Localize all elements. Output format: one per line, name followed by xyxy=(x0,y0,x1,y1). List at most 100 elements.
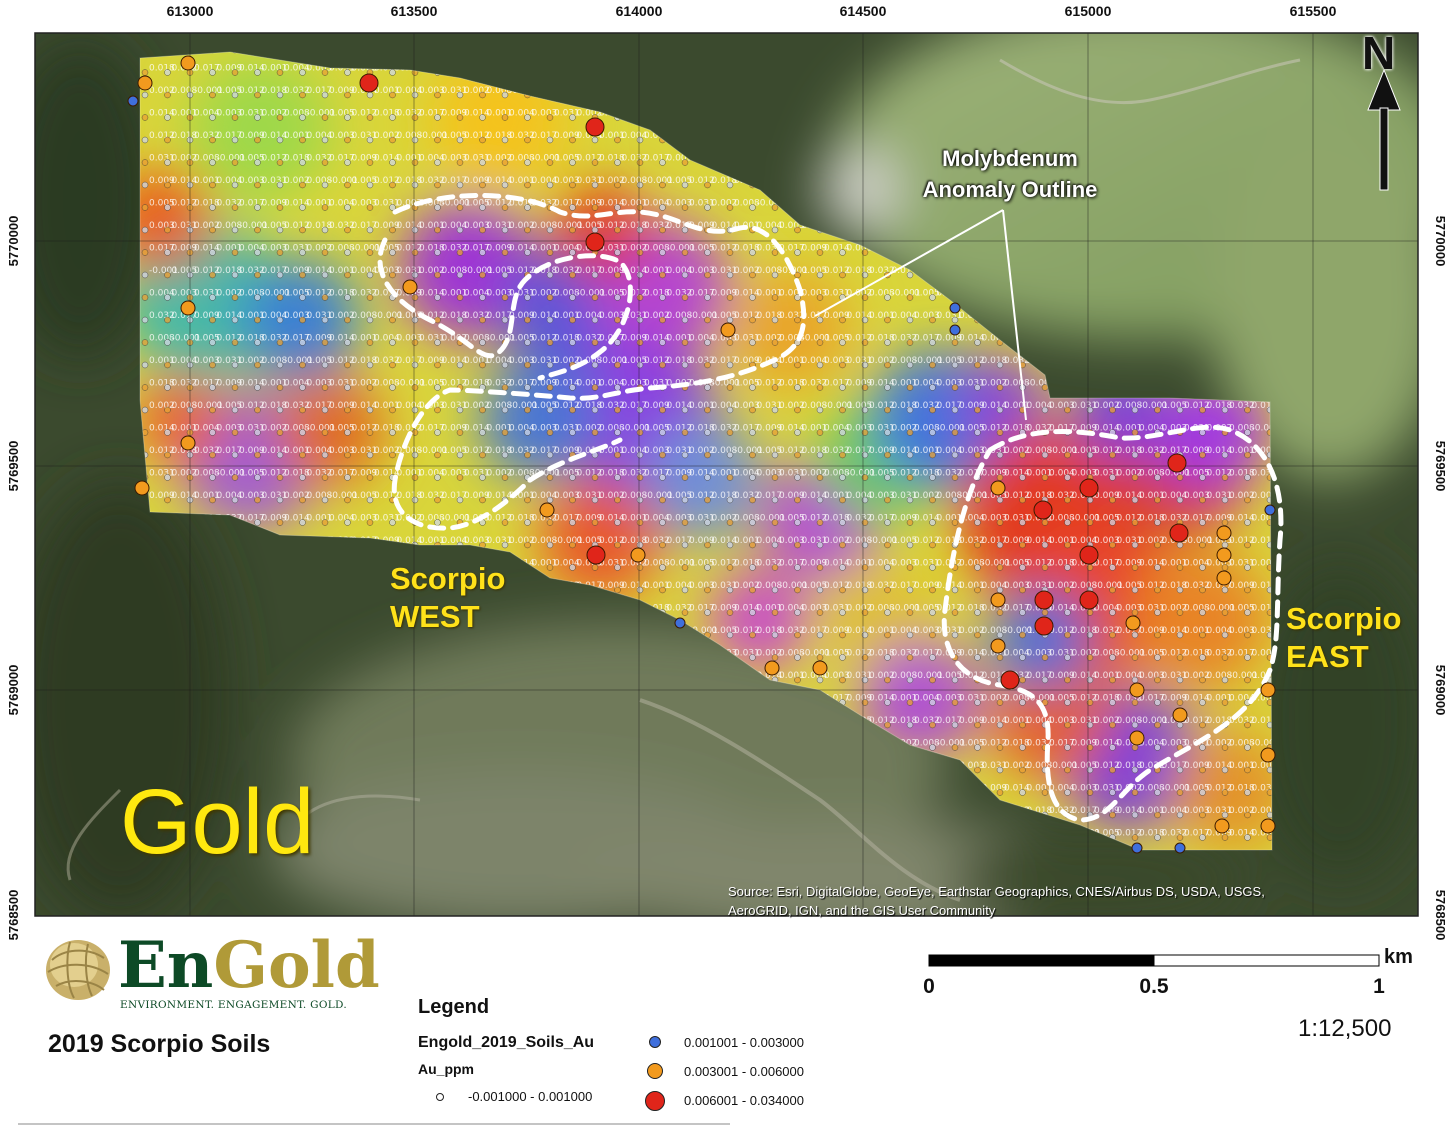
sample-value-label: 0.018 xyxy=(509,514,535,524)
sample-value-label: 0.031 xyxy=(734,649,760,659)
sample-point xyxy=(659,541,666,549)
sample-point xyxy=(1109,721,1116,729)
sample-point xyxy=(546,451,554,459)
sample-point xyxy=(209,339,216,346)
sample-point xyxy=(1086,744,1094,751)
sample-value-label: 0.004 xyxy=(217,176,243,186)
sample-point xyxy=(209,384,216,391)
sample-point xyxy=(231,249,239,256)
sample-value-label: 0.004 xyxy=(802,356,828,366)
sample-point xyxy=(456,451,464,459)
sample-value-label: 0.018 xyxy=(622,221,648,231)
sample-point xyxy=(254,114,261,121)
sample-value-label: 0.032 xyxy=(757,559,783,569)
sample-value-label: 0.001 xyxy=(172,109,198,119)
sample-point xyxy=(1109,519,1116,526)
sample-point xyxy=(344,339,351,346)
sample-point xyxy=(1199,406,1206,414)
sample-point xyxy=(1199,631,1206,639)
sample-value-label: 0.014 xyxy=(397,221,423,231)
anomaly-outline-east xyxy=(941,424,1284,823)
sample-value-label: 0.017 xyxy=(1184,829,1210,839)
sample-point xyxy=(546,384,554,391)
sample-value-label: 0.009 xyxy=(622,334,648,344)
sample-point xyxy=(1221,654,1229,661)
sample-point xyxy=(546,249,554,256)
sample-point xyxy=(839,654,846,661)
sample-point xyxy=(344,181,351,189)
sample-value-label: 0.017 xyxy=(1162,446,1188,456)
sample-point xyxy=(411,271,419,279)
sample-point xyxy=(366,384,374,391)
sample-point xyxy=(1244,451,1251,459)
sample-value-label: 0.005 xyxy=(667,176,693,186)
sample-point xyxy=(659,474,666,481)
sample-point xyxy=(681,564,689,571)
sample-point xyxy=(861,654,869,661)
sample-point xyxy=(1199,721,1206,729)
sample-point xyxy=(659,429,666,436)
sample-point xyxy=(321,361,329,369)
sample-point xyxy=(996,451,1004,459)
sample-point xyxy=(816,406,824,414)
sample-value-label: 0.017 xyxy=(734,424,760,434)
sample-point xyxy=(636,339,644,346)
sample-value-label: 0.017 xyxy=(284,334,310,344)
sample-point xyxy=(839,474,846,481)
sample-point xyxy=(839,676,846,684)
sample-point xyxy=(1131,766,1139,774)
sample-point xyxy=(389,406,396,414)
sample-value-label: 0.002 xyxy=(689,446,715,456)
sample-value-label: 0.018 xyxy=(262,86,288,96)
sample-value-label: 0.014 xyxy=(1094,739,1120,749)
sample-value-label: 0.004 xyxy=(757,536,783,546)
sample-value-label: 0.002 xyxy=(577,424,603,434)
sample-value-label: 0.014 xyxy=(712,221,738,231)
sample-value-label: 0.005 xyxy=(802,581,828,591)
sample-point xyxy=(726,294,734,301)
sample-value-label: 0.018 xyxy=(149,64,175,74)
sample-point xyxy=(636,204,644,211)
sample-value-label: 0.012 xyxy=(1072,694,1098,704)
sample-point xyxy=(1221,811,1229,819)
sample-point xyxy=(1199,789,1206,796)
sample-value-label: -0.001 xyxy=(892,604,921,614)
sample-value-label: 0.001 xyxy=(532,559,558,569)
sample-point xyxy=(681,249,689,256)
sample-value-label: 0.008 xyxy=(869,604,895,614)
sample-value-label: 0.032 xyxy=(869,581,895,591)
sample-value-label: -0.001 xyxy=(194,86,223,96)
sample-point xyxy=(366,271,374,279)
sample-point xyxy=(1041,541,1049,549)
sample-point xyxy=(591,384,599,391)
sample-value-label: 0.009 xyxy=(937,334,963,344)
sample-value-label: 0.031 xyxy=(262,491,288,501)
sample-point xyxy=(411,159,419,166)
sample-point xyxy=(164,69,171,76)
sample-value-label: 0.004 xyxy=(1162,491,1188,501)
sample-point xyxy=(344,406,351,414)
sample-value-label: 0.014 xyxy=(239,379,265,389)
sample-point xyxy=(816,339,824,346)
sample-value-label: 0.009 xyxy=(554,131,580,141)
sample-value-label: 0.009 xyxy=(1252,649,1278,659)
sample-point xyxy=(906,586,914,594)
northing-tick-right: 5768500 xyxy=(1433,889,1448,941)
sample-value-label: 0.002 xyxy=(487,154,513,164)
legend-symbols xyxy=(436,1036,665,1111)
sample-value-label: 0.032 xyxy=(419,491,445,501)
sample-point xyxy=(569,316,576,324)
sample-value-label: 0.002 xyxy=(1184,671,1210,681)
sample-value-label: 0.005 xyxy=(937,356,963,366)
sample-point xyxy=(299,519,306,526)
sample-value-label: 0.012 xyxy=(959,671,985,681)
sample-value-label: 0.031 xyxy=(914,559,940,569)
sample-value-label: 0.014 xyxy=(622,266,648,276)
sample-value-label: 0.005 xyxy=(667,491,693,501)
sample-value-label: 0.001 xyxy=(757,289,783,299)
sample-value-label: 0.009 xyxy=(352,469,378,479)
sample-point xyxy=(1064,609,1071,616)
sample-value-label: 0.009 xyxy=(1207,514,1233,524)
sample-point xyxy=(816,249,824,256)
sample-point xyxy=(929,384,936,391)
